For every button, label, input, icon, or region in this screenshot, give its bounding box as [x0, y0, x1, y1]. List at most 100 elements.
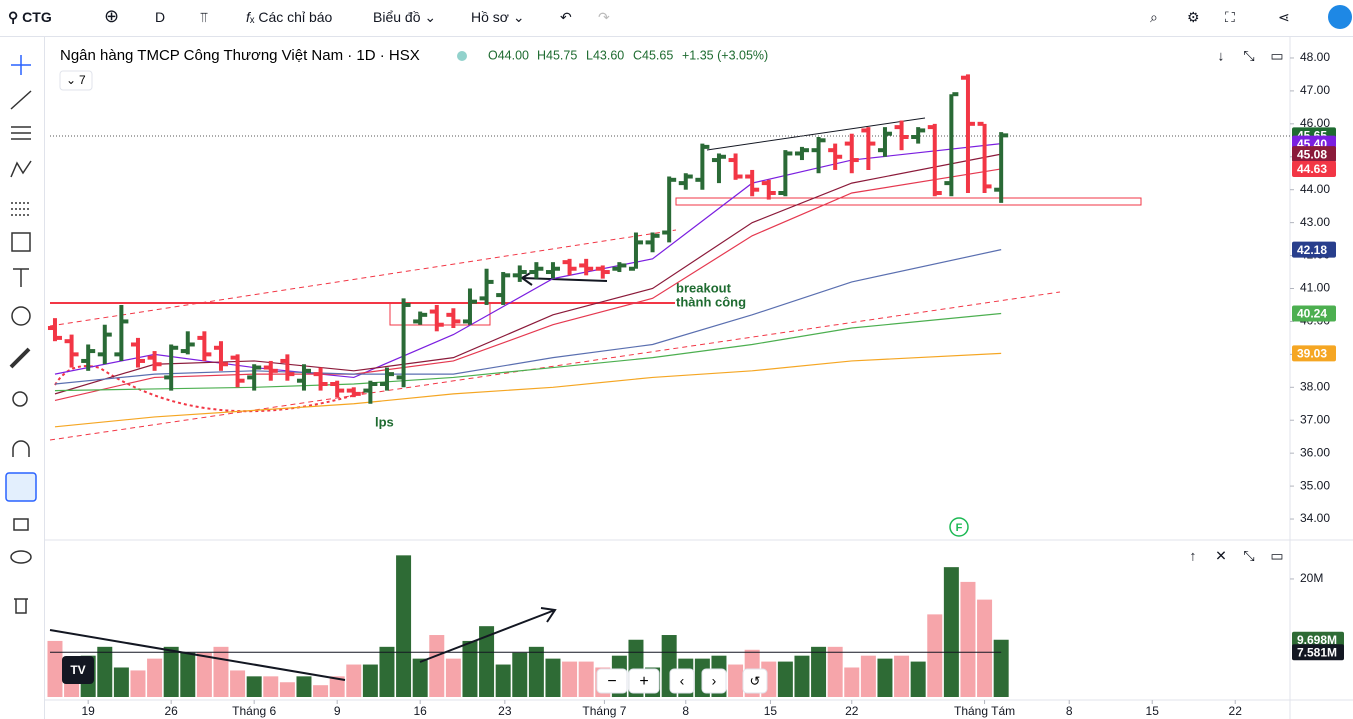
y-tick-label: 44.00: [1300, 182, 1330, 196]
scroll-right[interactable]: [701, 668, 727, 694]
volume-bar: [180, 652, 196, 697]
volume-down-trend: [49, 629, 346, 681]
ohlc-close: [537, 266, 544, 271]
ohlc-close: [72, 352, 79, 357]
bar-style[interactable]: ⫪: [200, 9, 208, 25]
vol-close[interactable]: ✕: [1215, 548, 1227, 564]
x-tick-label: 16: [413, 704, 427, 718]
earnings-marker[interactable]: [949, 517, 969, 537]
volume-tag-label: 7.581M: [1297, 645, 1337, 659]
ohlc-open: [446, 312, 453, 317]
ohlc-open: [612, 266, 619, 271]
ohlc-open: [944, 181, 951, 186]
symbol-text: CTG: [22, 9, 52, 25]
symbol[interactable]: ⚲ CTG: [8, 9, 52, 25]
volume-bar: [346, 664, 362, 697]
ohlc-close: [769, 190, 776, 195]
forecast-tool[interactable]: [11, 202, 31, 216]
tv-logo[interactable]: [62, 656, 94, 684]
zoom-in[interactable]: [628, 668, 660, 694]
volume-bar: [694, 658, 710, 697]
hide-tool[interactable]: [10, 550, 32, 564]
volume-bar: [578, 661, 594, 697]
scroll-left[interactable]: [669, 668, 695, 694]
volume-bar: [562, 661, 578, 697]
pane-maximize[interactable]: ▭: [1270, 48, 1283, 64]
measure-tool[interactable]: [9, 347, 31, 369]
chart-type[interactable]: Biểu đồ ⌄: [373, 9, 437, 25]
zoom-out[interactable]: [596, 668, 628, 694]
ohlc-open: [496, 293, 503, 298]
volume-bar: [628, 639, 644, 697]
reset[interactable]: [742, 668, 768, 694]
delete-tool[interactable]: [14, 598, 28, 614]
emoji-tool[interactable]: [11, 306, 31, 326]
vol-up[interactable]: ↑: [1190, 548, 1197, 564]
zoom-tool[interactable]: [12, 391, 28, 407]
moving-average: [54, 312, 1002, 392]
ohlc-open: [595, 266, 602, 271]
ohlc-open: [828, 148, 835, 153]
undo[interactable]: ↶: [560, 9, 572, 25]
ohlc-open: [379, 382, 386, 387]
ohlc-close: [138, 358, 145, 363]
redo[interactable]: ↷: [598, 9, 610, 25]
volume-bar: [64, 658, 80, 697]
vol-maximize[interactable]: ▭: [1270, 548, 1283, 564]
volume-bar: [246, 676, 262, 697]
ohlc-open: [977, 121, 984, 126]
ohlc-open: [911, 135, 918, 140]
ohlc-open: [877, 148, 884, 153]
layers-button[interactable]: [59, 70, 93, 91]
magnet-tool[interactable]: [12, 440, 30, 457]
moving-average: [54, 352, 1002, 428]
ohlc-open: [64, 339, 71, 344]
trendline-tool[interactable]: [10, 90, 32, 110]
ohlc-close: [753, 187, 760, 192]
text-tool[interactable]: [13, 268, 29, 287]
top-trendline: [706, 117, 926, 151]
lock-tool[interactable]: [13, 518, 29, 531]
volume-bar: [329, 676, 345, 697]
profile[interactable]: Hồ sơ ⌄: [471, 9, 525, 25]
fullscreen[interactable]: ⛶: [1225, 9, 1235, 25]
ma-layer: [54, 142, 1002, 428]
pattern-tool[interactable]: [10, 160, 32, 178]
ohlc-close: [587, 266, 594, 271]
y-tick-label: 37.00: [1300, 412, 1330, 426]
ohlc-open: [545, 270, 552, 275]
ohlc-low: L43.60: [586, 48, 624, 62]
search-zoom[interactable]: ⌕: [1150, 9, 1158, 25]
shape-tool[interactable]: [11, 232, 31, 252]
ohlc-open: [130, 342, 137, 347]
settings[interactable]: ⚙: [1187, 9, 1200, 25]
share[interactable]: ⋖: [1278, 9, 1290, 25]
volume-bar: [163, 646, 179, 697]
ohlc-open: [462, 319, 469, 324]
indicators[interactable]: fₓ Các chỉ báo: [246, 9, 333, 25]
volume-bar: [512, 652, 528, 697]
logo[interactable]: [1328, 5, 1352, 29]
ohlc-open: [844, 141, 851, 146]
lock-draw-tool[interactable]: [5, 472, 37, 502]
add-symbol[interactable]: ⊕: [104, 6, 120, 26]
pane-down[interactable]: ↓: [1218, 48, 1225, 64]
crosshair[interactable]: [11, 55, 31, 75]
ohlc-open: [927, 125, 934, 130]
ohlc-open: [778, 190, 785, 195]
interval[interactable]: D: [155, 9, 166, 25]
drawings: [49, 117, 1290, 681]
pane-collapse[interactable]: ⤡: [1243, 48, 1254, 64]
ohlc-close: [553, 266, 560, 271]
volume-bar: [97, 646, 113, 697]
y-tick-label: 20M: [1300, 571, 1323, 585]
vol-collapse[interactable]: ⤡: [1243, 548, 1254, 564]
ohlc-close: [470, 299, 477, 304]
fib-tool[interactable]: [11, 126, 31, 140]
ohlc-close: [304, 368, 311, 373]
ohlc-open: [296, 378, 303, 383]
ohlc-open: [512, 273, 519, 278]
ohlc-close: [852, 158, 859, 163]
volume-tag: [1292, 644, 1344, 661]
